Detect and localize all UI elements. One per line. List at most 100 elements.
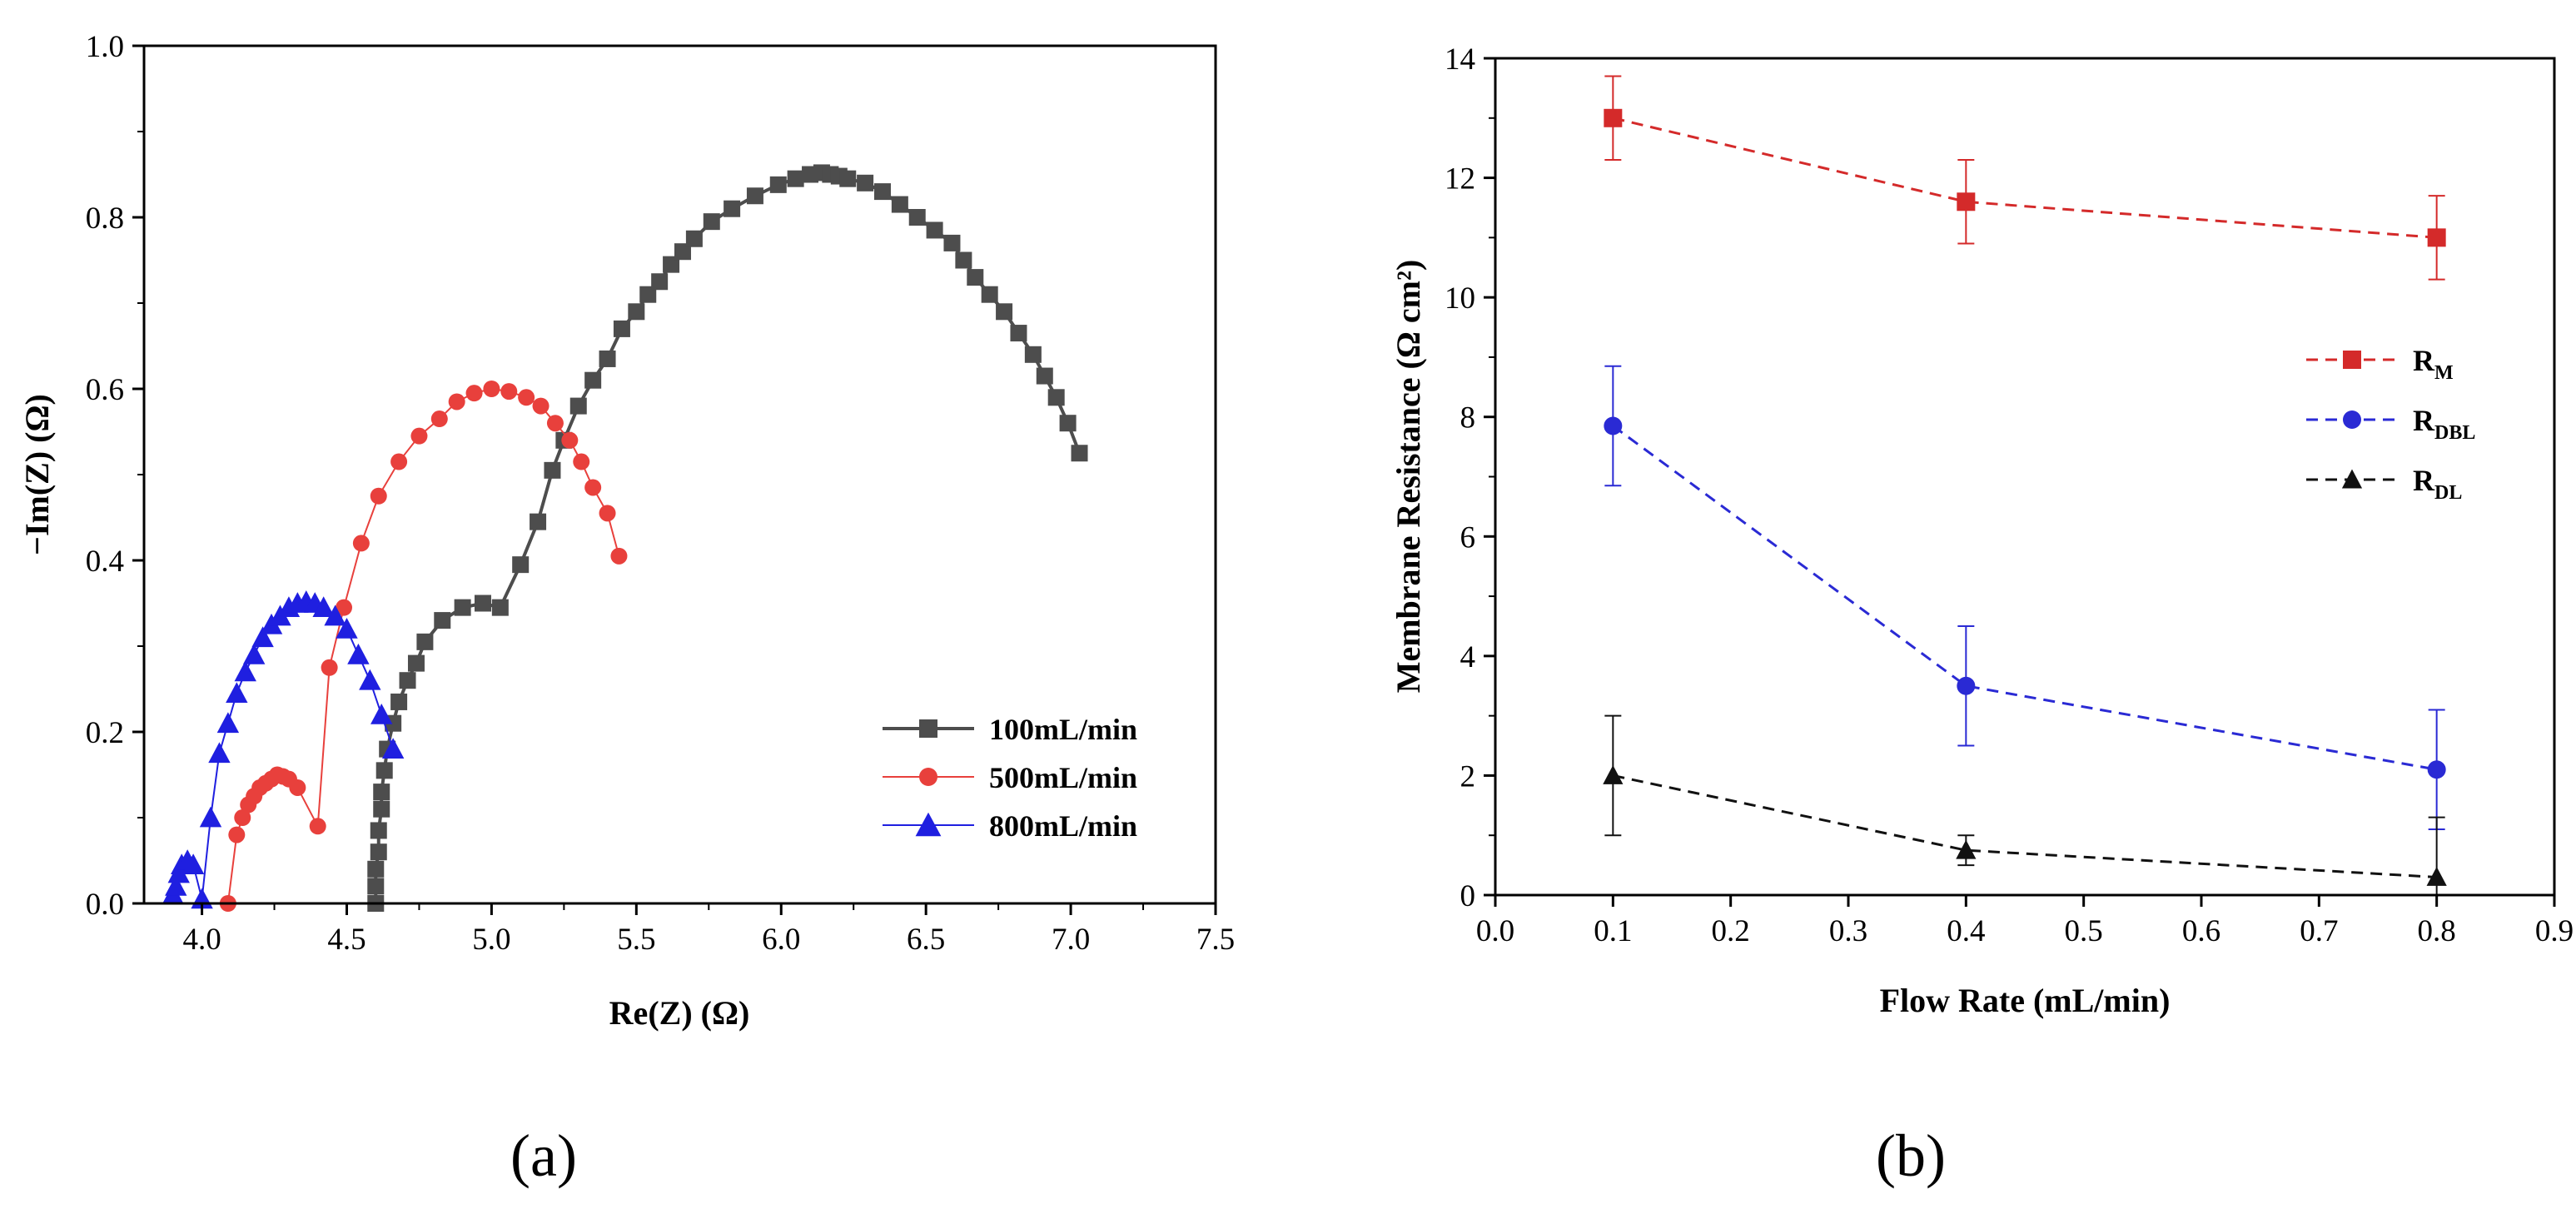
panel-a-data-point: [967, 269, 984, 286]
panel-a-x-tick-label: 4.5: [327, 923, 366, 957]
panel-b-legend-marker: [2343, 410, 2361, 429]
panel-b-data-point: [1957, 676, 1976, 695]
panel-a-data-point: [208, 742, 231, 764]
panel-a-legend-marker: [919, 719, 937, 738]
panel-b-x-axis-title: Flow Rate (mL/min): [1880, 982, 2171, 1019]
panel-b-data-point: [1603, 764, 1624, 784]
panel-b-y-tick-label: 0: [1460, 879, 1476, 913]
panel-a-data-point: [373, 800, 390, 818]
panel-b-legend: RM RDBL RDL: [2306, 344, 2475, 504]
panel-a-y-tick-label: 0.8: [86, 202, 124, 236]
panel-a-data-point: [584, 479, 602, 496]
panel-a-x-tick-label: 7.0: [1052, 923, 1090, 957]
panel-a-data-point: [336, 618, 358, 639]
panel-a-data-point: [651, 273, 669, 291]
panel-a-data-point: [242, 643, 266, 664]
panel-b-x-tick-label: 0.7: [2300, 914, 2338, 948]
panel-b-legend-subscript: M: [2434, 362, 2454, 384]
panel-b-legend-label: RDBL: [2413, 404, 2475, 444]
panel-b-legend-subscript: DBL: [2434, 422, 2475, 444]
panel-b-data-point: [1604, 416, 1623, 435]
panel-a-data-point: [891, 196, 908, 213]
panel-a-label: (a): [510, 1122, 577, 1189]
panel-a-data-point: [367, 878, 385, 895]
panel-a-x-tick-label: 6.5: [907, 923, 945, 957]
panel-b-y-tick-label: 10: [1445, 281, 1475, 316]
panel-a-data-point: [336, 599, 353, 616]
panel-a-data-point: [410, 427, 428, 445]
panel-a-data-point: [465, 385, 483, 402]
panel-a-data-point: [182, 853, 205, 875]
panel-a-data-point: [569, 397, 587, 415]
panel-b-data-point: [2427, 228, 2446, 247]
panel-b-y-tick-label: 8: [1460, 401, 1476, 435]
panel-b-legend-marker: [2341, 469, 2363, 489]
panel-a-y-tick-label: 1.0: [86, 30, 124, 64]
panel-b-series-line: [1613, 774, 2437, 878]
panel-a-data-point: [216, 712, 240, 734]
panel-a-data-point: [373, 784, 390, 801]
panel-a-data-point: [165, 875, 187, 896]
panel-b-series-line: [1612, 425, 2437, 771]
panel-a-y-tick-label: 0.6: [86, 373, 124, 407]
panel-b-data-point: [1956, 839, 1977, 859]
panel-a-data-point: [199, 806, 222, 828]
panel-a-data-point: [546, 415, 564, 432]
panel-b-legend-label: RM: [2413, 344, 2454, 384]
panel-a-data-point: [381, 738, 405, 759]
panel-a-data-point: [703, 213, 720, 231]
panel-b-x-tick-label: 0.1: [1594, 914, 1632, 948]
panel-b-y-tick-label: 4: [1460, 640, 1476, 674]
panel-a-data-point: [908, 209, 926, 226]
panel-b-x-tick-label: 0.9: [2535, 914, 2574, 948]
panel-b-legend-label: RDL: [2413, 464, 2462, 504]
panel-a-data-point: [370, 704, 393, 724]
panel-a-data-point: [399, 672, 416, 689]
panel-a-data-point: [390, 693, 408, 710]
panel-a-data-point: [561, 431, 579, 449]
panel-a-data-point: [1024, 346, 1042, 363]
panel-b-data-point: [2426, 867, 2447, 886]
panel-a-data-point: [926, 221, 943, 239]
panel-a-data-point: [309, 818, 326, 835]
panel-a-data-point: [943, 234, 961, 251]
panel-b-x-tick-label: 0.4: [1947, 914, 1985, 948]
panel-a-y-tick-label: 0.0: [86, 888, 124, 922]
panel-a-data-point: [610, 547, 628, 565]
panel-a-legend-marker: [915, 812, 942, 837]
panel-b-label: (b): [1876, 1122, 1946, 1189]
panel-b-x-tick-label: 0.5: [2065, 914, 2103, 948]
panel-a-data-point: [787, 170, 804, 187]
panel-a-data-point: [839, 170, 857, 187]
panel-a-data-point: [430, 410, 448, 428]
panel-a-x-tick-label: 6.0: [762, 923, 800, 957]
panel-b-x-tick-label: 0.2: [1712, 914, 1750, 948]
panel-b-data-point: [1604, 108, 1623, 127]
panel-a-series-line: [374, 171, 1082, 903]
panel-a-data-point: [500, 383, 518, 401]
panel-a-data-point: [530, 513, 547, 530]
panel-a-data-point: [628, 303, 645, 321]
panel-a-data-point: [724, 200, 741, 217]
panel-a-data-point: [512, 556, 530, 574]
panel-a-data-point: [873, 183, 891, 201]
panel-a-data-point: [996, 303, 1013, 321]
panel-a-data-point: [1071, 445, 1088, 462]
panel-a-data-point: [1047, 389, 1065, 406]
panel-b-x-tick-label: 0.8: [2418, 914, 2456, 948]
panel-a-data-point: [532, 397, 550, 415]
panel-a-data-point: [639, 286, 657, 303]
panel-a-x-tick-label: 5.5: [617, 923, 655, 957]
panel-a-data-point: [228, 826, 246, 843]
panel-a-legend: 100mL/min 500mL/min 800mL/min: [883, 713, 1137, 843]
panel-a-data-point: [234, 660, 256, 682]
panel-b-y-tick-label: 6: [1460, 520, 1476, 555]
panel-a-data-point: [1059, 415, 1077, 432]
panel-a-data-point: [599, 350, 616, 367]
panel-a-data-point: [491, 599, 509, 616]
panel-a-legend-marker: [919, 768, 937, 786]
panel-a-data-point: [674, 243, 691, 261]
panel-a-legend-label: 800mL/min: [989, 809, 1137, 843]
panel-a-data-point: [434, 612, 451, 629]
panel-a-data-point: [663, 256, 680, 273]
